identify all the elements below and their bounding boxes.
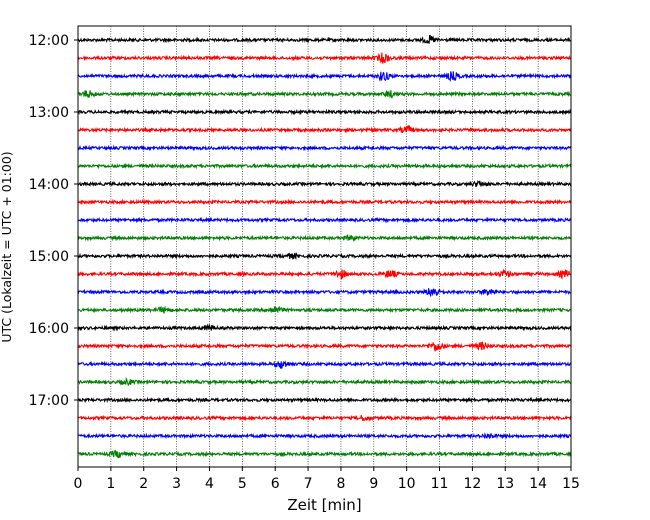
x-tick-label: 1 xyxy=(106,476,115,492)
y-tick-label: 16:00 xyxy=(29,321,69,337)
y-tick-label: 12:00 xyxy=(29,33,69,49)
trace-1230 xyxy=(77,71,572,82)
trace-1315 xyxy=(77,124,572,134)
x-tick-label: 9 xyxy=(369,476,378,492)
y-tick-label: 15:00 xyxy=(29,249,69,265)
trace-1745 xyxy=(77,449,572,459)
y-axis-ticks: 12:00 13:00 14:00 15:00 16:00 17:00 xyxy=(29,33,78,409)
trace-1715 xyxy=(77,414,572,422)
trace-1445 xyxy=(77,234,572,243)
x-tick-label: 10 xyxy=(398,476,416,492)
x-tick-label: 13 xyxy=(496,476,514,492)
x-tick-label: 8 xyxy=(336,476,345,492)
trace-1730 xyxy=(77,432,572,440)
trace-1200 xyxy=(77,34,572,45)
trace-1530 xyxy=(77,288,572,297)
x-tick-label: 14 xyxy=(529,476,547,492)
trace-1645 xyxy=(77,376,572,387)
x-tick-label: 15 xyxy=(562,476,580,492)
x-tick-label: 0 xyxy=(74,476,83,492)
trace-1400 xyxy=(77,179,572,188)
y-tick-label: 14:00 xyxy=(29,177,69,193)
trace-1300 xyxy=(77,108,572,116)
trace-1615 xyxy=(77,341,572,352)
trace-1215 xyxy=(77,52,572,64)
grid-layer xyxy=(110,26,539,467)
trace-1700 xyxy=(77,396,572,404)
trace-1245 xyxy=(77,89,572,99)
x-tick-label: 3 xyxy=(172,476,181,492)
trace-1345 xyxy=(77,162,572,170)
x-axis-ticks: 0 1 2 3 4 5 6 7 8 9 10 11 12 13 14 15 xyxy=(74,467,580,492)
y-axis-label: UTC (Lokalzeit = UTC + 01:00) xyxy=(0,151,14,342)
y-tick-label: 13:00 xyxy=(29,105,69,121)
trace-1515 xyxy=(77,268,572,280)
trace-1500 xyxy=(77,251,572,260)
plot-frame xyxy=(77,25,572,468)
trace-1430 xyxy=(77,216,572,224)
trace-layer xyxy=(77,34,572,459)
trace-1330 xyxy=(77,144,572,152)
x-axis-label: Zeit [min] xyxy=(287,496,361,514)
x-tick-label: 6 xyxy=(271,476,280,492)
trace-1600 xyxy=(77,323,572,332)
x-tick-label: 2 xyxy=(139,476,148,492)
y-tick-label: 17:00 xyxy=(29,393,69,409)
trace-1415 xyxy=(77,198,572,206)
trace-1545 xyxy=(77,305,572,314)
x-tick-label: 12 xyxy=(463,476,481,492)
x-tick-label: 5 xyxy=(238,476,247,492)
x-tick-label: 11 xyxy=(431,476,449,492)
x-tick-label: 7 xyxy=(304,476,313,492)
trace-1630 xyxy=(77,360,572,369)
x-tick-label: 4 xyxy=(205,476,214,492)
